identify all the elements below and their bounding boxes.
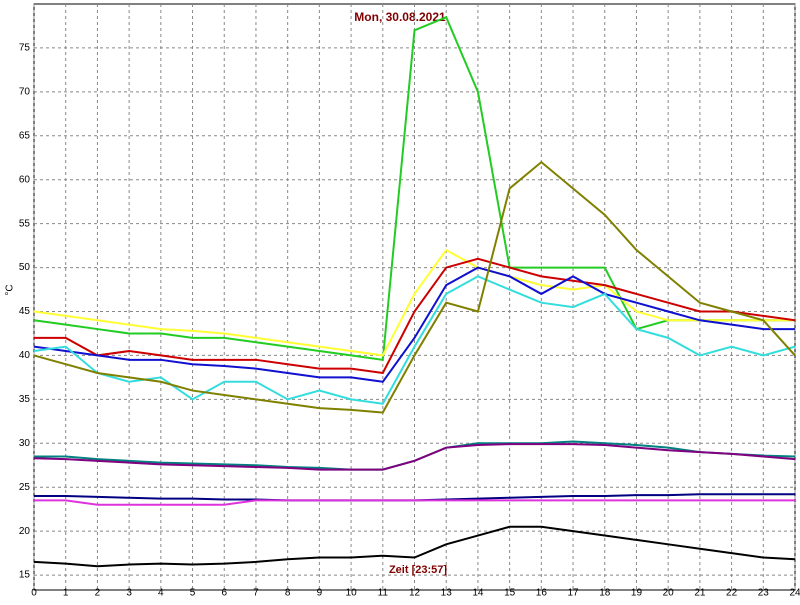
- x-tick-label: 13: [441, 588, 453, 599]
- y-tick-label: 30: [19, 438, 31, 449]
- y-tick-label: 65: [19, 130, 31, 141]
- series-line: [34, 499, 795, 506]
- y-tick-label: 55: [19, 218, 31, 229]
- x-tick-label: 8: [285, 588, 291, 599]
- chart-title: Mon, 30.08.2021: [354, 10, 446, 24]
- x-tick-label: 21: [694, 588, 706, 599]
- y-tick-label: 15: [19, 570, 31, 581]
- x-tick-label: 17: [567, 588, 579, 599]
- series-line: [33, 266, 795, 383]
- x-tick-label: 14: [472, 588, 484, 599]
- x-tick-label: 20: [663, 588, 675, 599]
- x-tick-label: 15: [504, 588, 516, 599]
- y-tick-label: 25: [19, 482, 31, 493]
- y-tick-label: 60: [19, 174, 31, 185]
- y-tick-label: 35: [19, 394, 31, 405]
- x-tick-label: 19: [631, 588, 643, 599]
- series-line: [33, 275, 796, 405]
- series-line: [34, 257, 796, 375]
- x-tick-label: 4: [158, 588, 164, 599]
- y-tick-label: 50: [19, 262, 31, 273]
- x-tick-label: 18: [599, 588, 611, 599]
- series-line: [33, 160, 796, 414]
- x-tick-label: 23: [758, 588, 770, 599]
- annotation: Zeit [23:57]: [389, 564, 447, 576]
- x-tick-label: 1: [63, 588, 69, 599]
- x-tick-label: 6: [221, 588, 227, 599]
- x-tick-label: 10: [346, 588, 358, 599]
- x-tick-label: 9: [317, 588, 323, 599]
- y-tick-label: 20: [19, 526, 31, 537]
- x-tick-label: 3: [126, 588, 132, 599]
- x-tick-label: 16: [536, 588, 548, 599]
- series-line: [33, 248, 795, 357]
- x-tick-label: 7: [253, 588, 259, 599]
- y-axis-label: °C: [5, 284, 16, 295]
- y-tick-label: 40: [19, 350, 31, 361]
- series-line: [33, 443, 796, 471]
- x-tick-label: 24: [789, 588, 800, 599]
- x-tick-label: 22: [726, 588, 738, 599]
- y-tick-label: 70: [19, 86, 31, 97]
- x-tick-label: 5: [190, 588, 196, 599]
- x-tick-label: 11: [378, 588, 389, 599]
- x-tick-label: 0: [31, 588, 37, 599]
- x-tick-label: 2: [95, 588, 101, 599]
- series-line: [33, 525, 796, 568]
- x-tick-label: 12: [409, 588, 421, 599]
- y-tick-label: 75: [19, 43, 31, 54]
- y-tick-label: 45: [19, 306, 31, 317]
